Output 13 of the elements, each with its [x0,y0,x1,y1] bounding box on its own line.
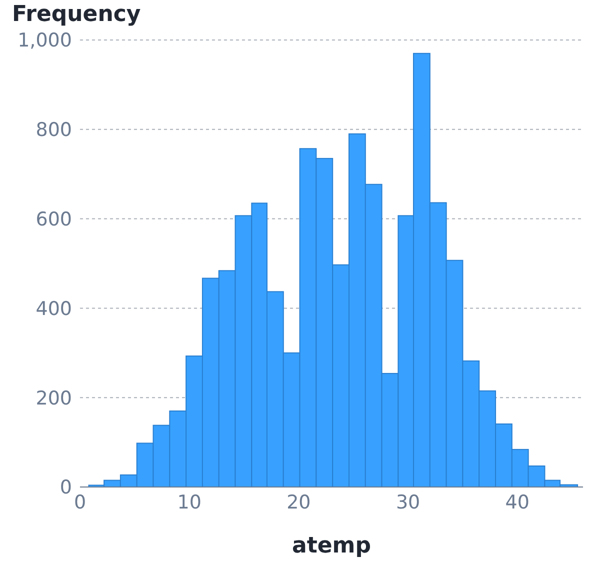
chart-title: Frequency [12,2,141,27]
y-tick-label: 200 [36,387,72,410]
x-tick-label: 0 [74,491,86,514]
y-tick-label: 400 [36,298,72,320]
y-tick-label: 0 [60,476,72,499]
x-axis-title: atemp [292,534,371,559]
x-tick-label: 20 [286,491,311,514]
y-tick-label: 800 [36,119,72,142]
y-tick-label: 1,000 [18,30,72,52]
x-tick-label: 10 [177,491,202,514]
x-tick-label: 40 [505,491,530,514]
x-tick-label: 30 [396,491,420,514]
y-tick-label: 600 [36,208,72,231]
